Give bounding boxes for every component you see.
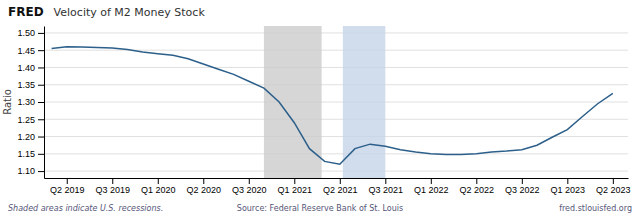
x-tick: Q2 2023: [596, 178, 631, 195]
y-tick: 1.35: [17, 80, 44, 90]
y-tick-label: 1.15: [17, 149, 35, 159]
footer-note: Source: Federal Reserve Bank of St. Loui…: [237, 204, 403, 213]
x-tick-mark: [294, 178, 295, 184]
x-tick-mark: [476, 178, 477, 184]
y-axis-title: Ratio: [2, 89, 13, 115]
y-tick-label: 1.30: [17, 97, 35, 107]
x-tick: Q3 2020: [232, 178, 267, 195]
x-tick: Q2 2021: [323, 178, 358, 195]
y-tick-mark: [38, 119, 44, 120]
y-axis-line: [44, 27, 45, 179]
x-tick-label: Q1 2020: [141, 185, 176, 195]
x-tick-mark: [203, 178, 204, 184]
y-tick-mark: [38, 33, 44, 34]
y-tick-label: 1.50: [17, 28, 35, 38]
x-tick-mark: [112, 178, 113, 184]
plot: Q2 2019 Q3 2019 Q1 2020 Q2 2020 Q3 2020 Q1 20…: [17, 26, 630, 195]
y-tick-label: 1.35: [17, 80, 35, 90]
y-tick-label: 1.45: [17, 46, 35, 56]
marks: [52, 26, 613, 178]
x-tick: Q1 2020: [141, 178, 176, 195]
y-tick-label: 1.10: [17, 166, 35, 176]
x-tick-label: Q2 2021: [323, 185, 358, 195]
x-tick-label: Q2 2023: [596, 185, 631, 195]
y-tick-mark: [38, 67, 44, 68]
y-tick-label: 1.40: [17, 63, 35, 73]
x-tick-label: Q3 2022: [505, 185, 540, 195]
x-axis: Q2 2019 Q3 2019 Q1 2020 Q2 2020 Q3 2020 Q1 20…: [45, 178, 631, 195]
x-tick-label: Q3 2019: [95, 185, 130, 195]
chart: FRED Velocity of M2 Money Stock Q2 2019 Q3 …: [0, 0, 640, 216]
grid-line: [44, 67, 628, 68]
y-tick: 1.20: [17, 132, 44, 142]
y-tick-mark: [38, 137, 44, 138]
x-tick: Q2 2019: [50, 178, 85, 195]
footer-note: Shaded areas indicate U.S. recessions.: [8, 204, 163, 213]
x-tick-label: Q3 2021: [369, 185, 404, 195]
x-tick: Q2 2022: [460, 178, 495, 195]
grid-line: [44, 32, 628, 33]
x-tick-mark: [249, 178, 250, 184]
x-tick-mark: [67, 178, 68, 184]
y-axis: 1.10 1.15 1.20 1.25 1.30 1.35 1.40 1.45 1.50: [17, 27, 44, 179]
x-tick-mark: [158, 178, 159, 184]
y-tick-mark: [38, 50, 44, 51]
x-tick: Q3 2019: [95, 178, 130, 195]
brand: FRED: [8, 5, 44, 19]
y-tick-mark: [38, 102, 44, 103]
grid-line: [44, 119, 628, 120]
grid-line: [44, 102, 628, 103]
y-tick: 1.25: [17, 115, 44, 125]
x-axis-line: [45, 178, 629, 179]
x-tick-label: Q2 2019: [50, 185, 85, 195]
y-tick: 1.50: [17, 28, 44, 38]
y-tick: 1.30: [17, 97, 44, 107]
grid-line: [44, 171, 628, 172]
line: [52, 47, 613, 164]
x-tick: Q1 2023: [551, 178, 586, 195]
x-tick-label: Q2 2022: [460, 185, 495, 195]
grid-line: [44, 136, 628, 137]
y-tick-label: 1.25: [17, 115, 35, 125]
x-tick: Q1 2021: [278, 178, 313, 195]
footer-note: fred.stlouisfed.org: [559, 204, 632, 213]
y-tick-mark: [38, 171, 44, 172]
y-tick: 1.45: [17, 46, 44, 56]
shaded-range: [264, 26, 322, 178]
x-tick-label: Q1 2023: [551, 185, 586, 195]
y-tick-mark: [38, 154, 44, 155]
y-tick-label: 1.20: [17, 132, 35, 142]
x-tick: Q3 2022: [505, 178, 540, 195]
x-tick-mark: [613, 178, 614, 184]
x-tick-mark: [431, 178, 432, 184]
x-tick-mark: [567, 178, 568, 184]
y-tick: 1.15: [17, 149, 44, 159]
y-tick-mark: [38, 85, 44, 86]
x-tick: Q2 2020: [187, 178, 222, 195]
y-tick: 1.10: [17, 166, 44, 176]
x-tick-label: Q3 2020: [232, 185, 267, 195]
x-tick-label: Q1 2021: [278, 185, 313, 195]
x-tick-mark: [385, 178, 386, 184]
x-tick: Q3 2021: [369, 178, 404, 195]
grid: [44, 33, 628, 171]
grid-line: [44, 153, 628, 154]
x-tick-mark: [522, 178, 523, 184]
title: Velocity of M2 Money Stock: [54, 6, 206, 19]
x-tick-label: Q1 2022: [414, 185, 449, 195]
x-tick: Q1 2022: [414, 178, 449, 195]
x-tick-mark: [340, 178, 341, 184]
x-tick-label: Q2 2020: [187, 185, 222, 195]
y-tick: 1.40: [17, 63, 44, 73]
grid-line: [44, 84, 628, 85]
